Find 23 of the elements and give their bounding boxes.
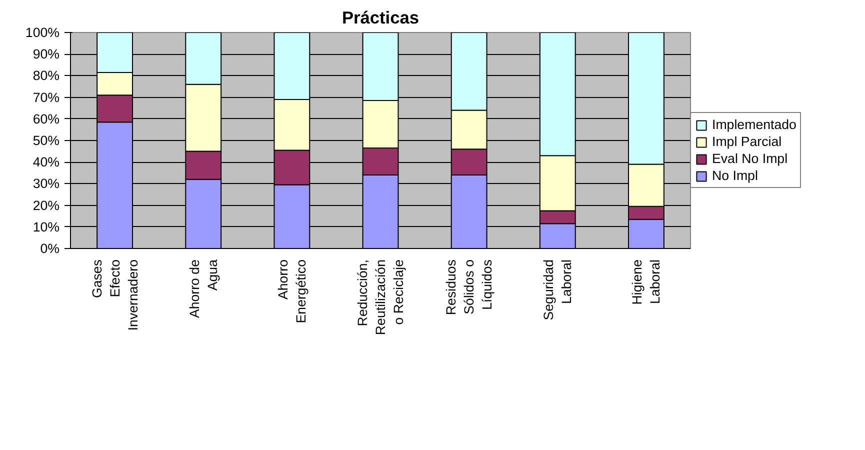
y-tick-label: 90% [32,46,60,62]
y-tick-label: 30% [32,176,60,192]
x-tick-label: Seguridad Laboral [541,259,574,320]
y-tick-label: 100% [25,25,60,40]
legend-label: Impl Parcial [712,134,782,149]
legend-label: No Impl [712,168,758,183]
y-tick-label: 60% [32,111,60,126]
y-tick-label: 20% [32,198,60,213]
x-tick-label: Reducción, Reutilización o Reciclaje [355,259,406,336]
x-tick-label: Ahorro de Agua [186,258,220,318]
y-tick-label: 50% [32,133,60,148]
y-tick-label: 10% [32,219,60,234]
x-tick-label: Higiene Laboral [630,259,663,305]
y-tick-label: 70% [32,90,60,105]
x-tick-label: Ahorro Energético [275,259,308,324]
x-tick-label: Gases Efecto Invernadero [89,259,140,331]
chart-title: Prácticas [342,8,420,28]
legend-label: Implementado [712,117,796,132]
y-tick-label: 80% [32,68,60,84]
legend-label: Eval No Impl [712,151,788,166]
y-tick-label: 40% [32,154,60,170]
y-tick-label: 0% [40,241,60,256]
x-tick-label: Residuos Sólidos o Líquidos [444,259,495,316]
